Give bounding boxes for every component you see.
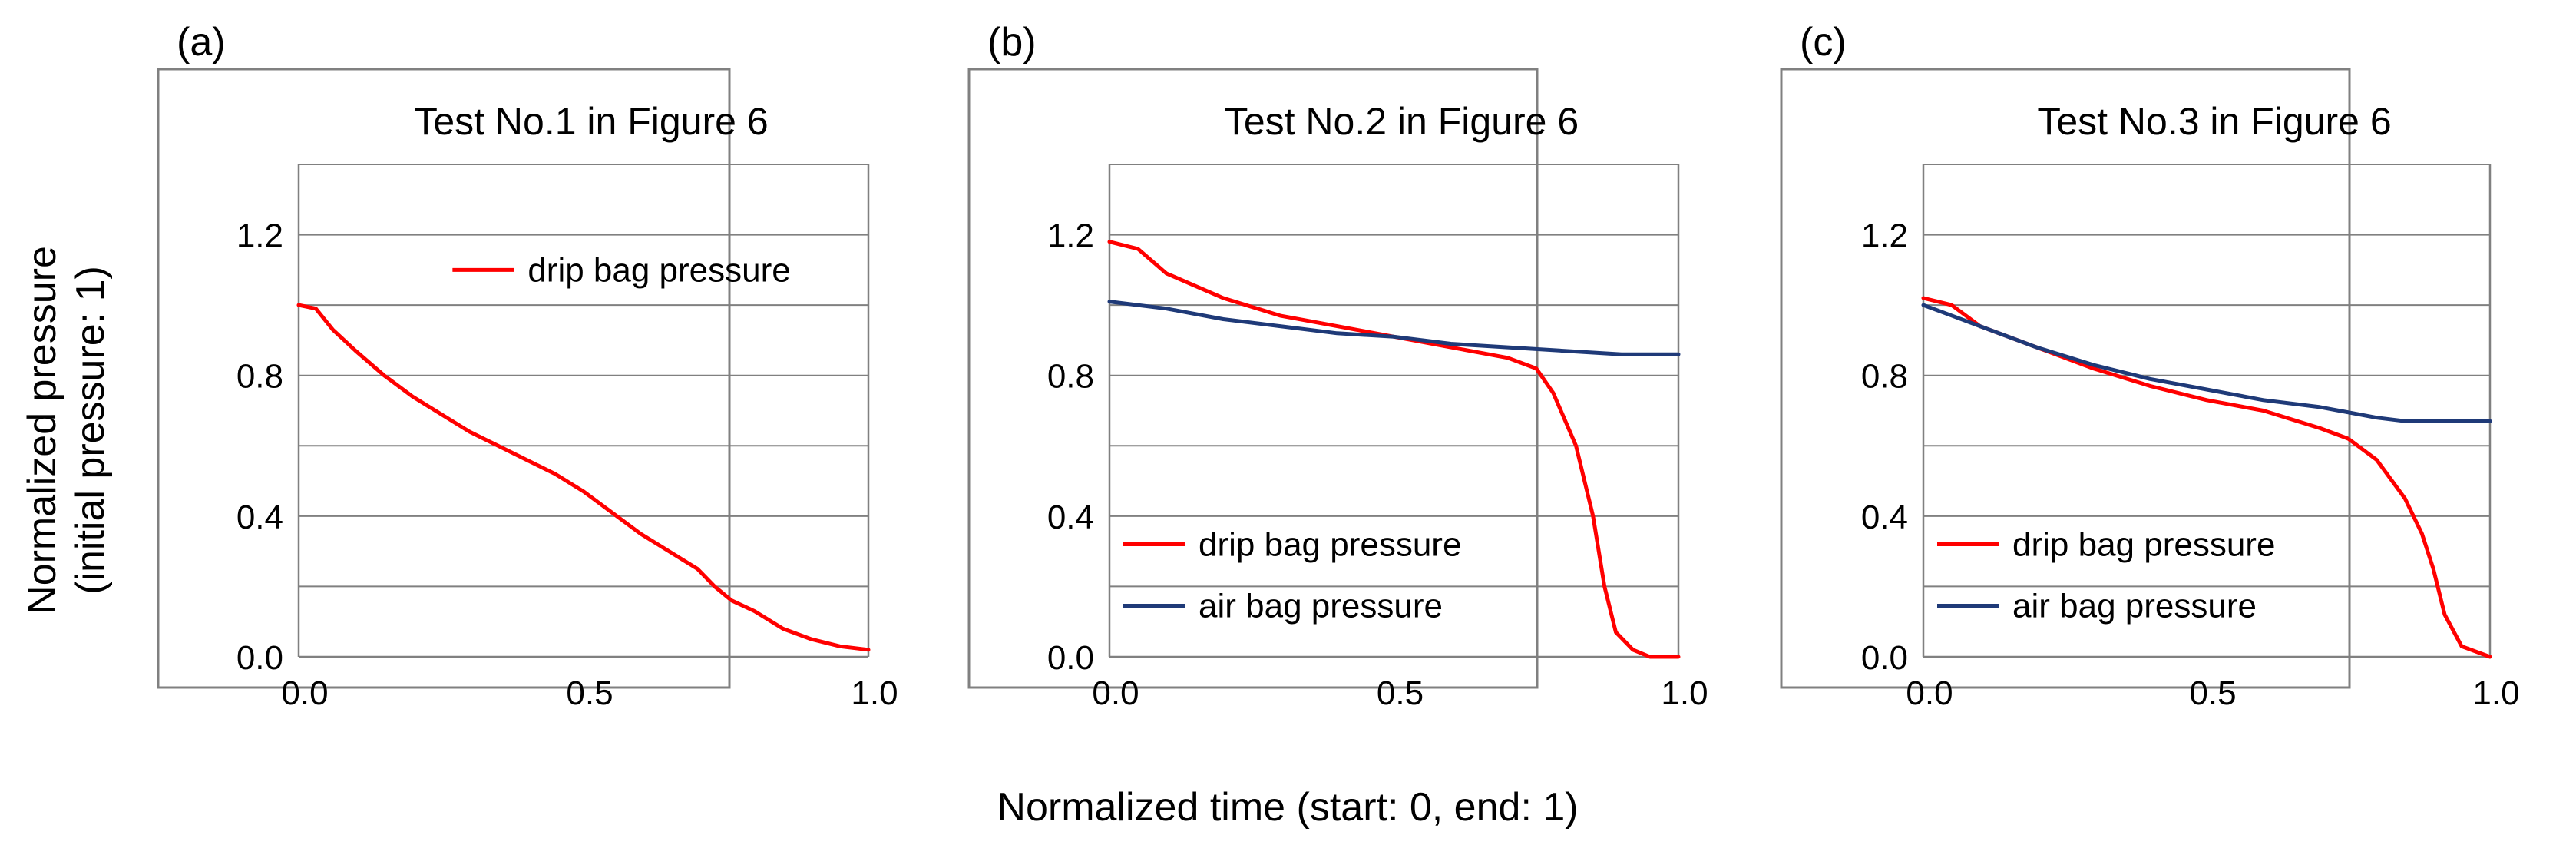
x-tick-label: 0.5 [2189, 674, 2236, 712]
legend-label: drip bag pressure [527, 251, 790, 289]
y-tick-label: 0.8 [1047, 358, 1094, 396]
panel-frame [157, 68, 731, 689]
panel-label: (a) [177, 20, 226, 65]
legend-label: drip bag pressure [1199, 525, 1461, 563]
x-tick-label: 0.5 [566, 674, 613, 712]
panel-frame [1780, 68, 2351, 689]
series-line-air [1107, 300, 1681, 356]
x-tick-label: 1.0 [1661, 674, 1708, 712]
x-tick-label: 0.5 [1377, 674, 1424, 712]
y-tick-label: 0.8 [1861, 358, 1908, 396]
series-line-air [1921, 303, 2492, 423]
y-tick-label: 1.2 [1861, 217, 1908, 255]
y-tick-label: 1.2 [1047, 217, 1094, 255]
x-tick-label: 0.0 [281, 674, 328, 712]
chart-title: Test No.2 in Figure 6 [1225, 100, 1579, 143]
y-tick-label: 0.0 [1861, 639, 1908, 677]
legend-label: air bag pressure [2012, 587, 2257, 625]
legend-label: air bag pressure [1199, 587, 1443, 625]
legend-label: drip bag pressure [2012, 525, 2275, 563]
y-tick-label: 1.2 [236, 217, 283, 255]
series-line-drip [1107, 240, 1681, 659]
x-tick-label: 0.0 [1092, 674, 1139, 712]
y-tick-label: 0.8 [236, 358, 283, 396]
series-line-drip [296, 303, 871, 652]
y-tick-label: 0.4 [236, 499, 283, 536]
chart-title: Test No.3 in Figure 6 [2037, 100, 2391, 143]
y-axis-label-line2: (initial pressure: 1) [68, 266, 113, 595]
x-tick-label: 1.0 [2472, 674, 2519, 712]
x-axis-label: Normalized time (start: 0, end: 1) [997, 785, 1578, 830]
y-tick-label: 0.0 [236, 639, 283, 677]
y-tick-label: 0.4 [1861, 499, 1908, 536]
y-tick-label: 0.4 [1047, 499, 1094, 536]
chart-panel-3: (c) Test No.3 in Figure 6 0.0 0.4 0.8 1.2 0.0 0… [1780, 20, 2520, 712]
y-tick-label: 0.0 [1047, 639, 1094, 677]
chart-panel-1: (a) Test No.1 in Figure 6 0.0 0.4 0.8 1.2 0.0 0… [157, 20, 898, 712]
panel-frame [967, 68, 1539, 689]
x-tick-label: 0.0 [1906, 674, 1953, 712]
chart-panel-2: (b) Test No.2 in Figure 6 0.0 0.4 0.8 1.2 0.0 0… [967, 20, 1708, 712]
chart-title: Test No.1 in Figure 6 [414, 100, 768, 143]
x-tick-label: 1.0 [851, 674, 898, 712]
panels: (a)Test No.1 in Figure 60.00.40.81.20.0 0… [157, 20, 2520, 712]
panel-label: (b) [987, 20, 1037, 65]
panel-label: (c) [1800, 20, 1847, 65]
y-axis-label-line1: Normalized pressure [20, 246, 64, 615]
